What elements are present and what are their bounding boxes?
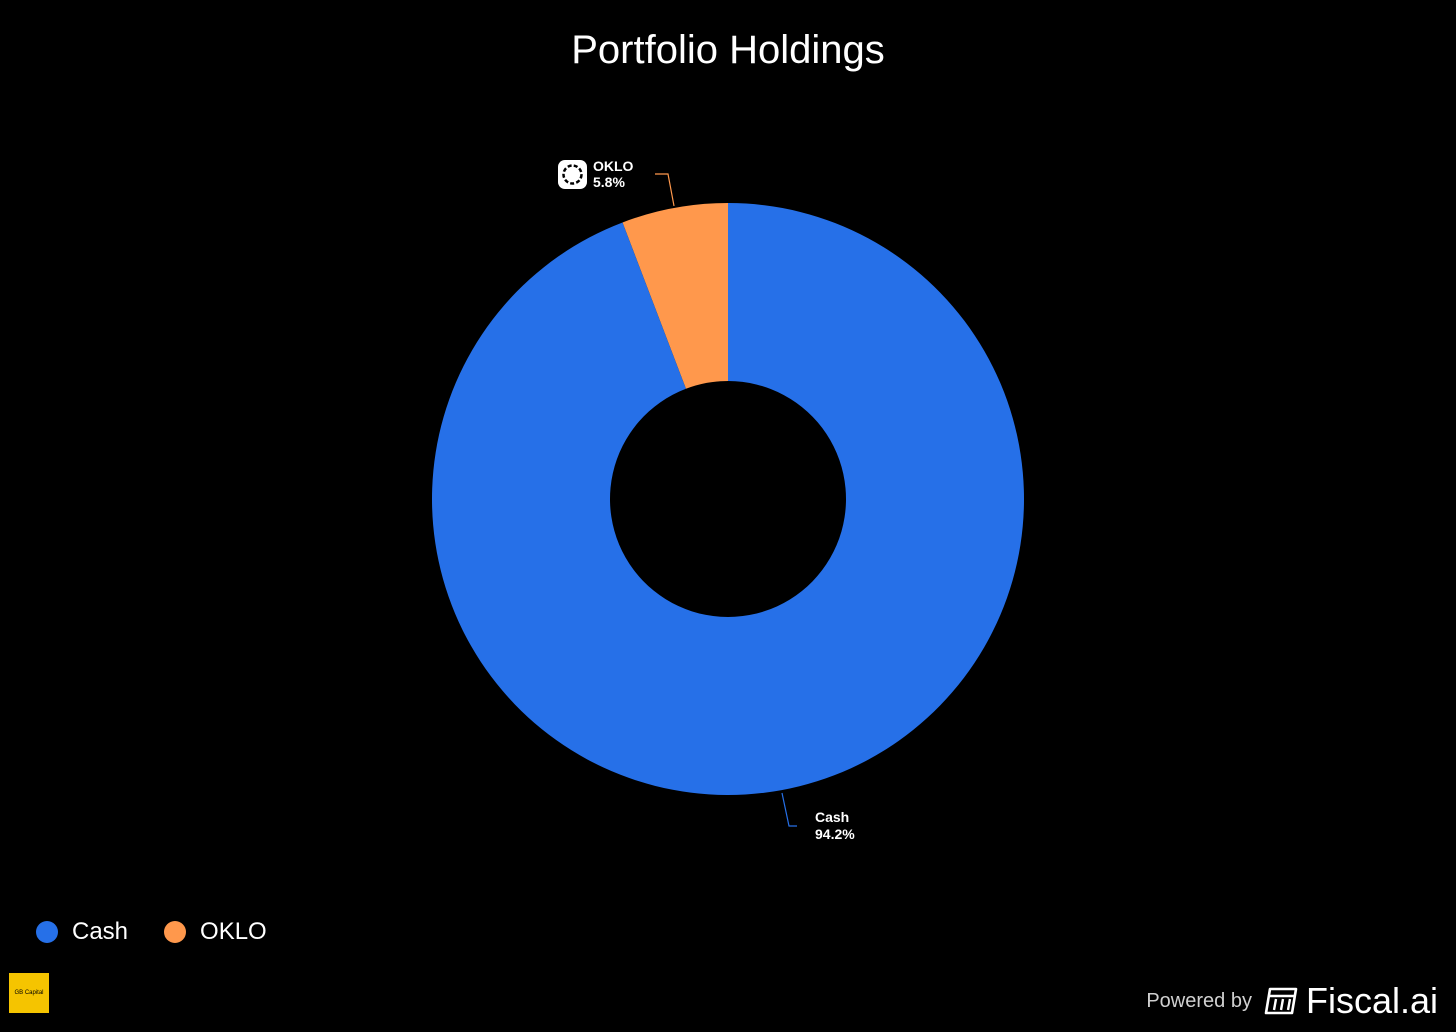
legend-item-cash[interactable]: Cash [36, 918, 128, 946]
legend-swatch-oklo [164, 921, 187, 943]
leader-line-oklo [655, 173, 675, 207]
slice-label-oklo-name: OKLO [593, 158, 634, 174]
slice-label-cash-value: 94.2% [815, 826, 855, 842]
oklo-logo-icon [558, 160, 587, 189]
slice-label-oklo-value: 5.8% [593, 174, 625, 190]
leader-lines [655, 173, 797, 827]
legend-label-oklo: OKLO [200, 918, 267, 945]
slice-oklo[interactable] [622, 203, 728, 389]
powered-by-text: Powered by [1146, 989, 1252, 1012]
legend: Cash OKLO [36, 918, 267, 946]
slices-group [431, 203, 1025, 795]
fiscal-brand: Fiscal.ai [1264, 980, 1438, 1022]
slice-label-cash-name: Cash [815, 809, 849, 825]
slice-label-oklo: OKLO 5.8% [558, 158, 634, 190]
slice-cash[interactable] [431, 203, 1025, 795]
legend-swatch-cash [36, 921, 58, 943]
chart-title: Portfolio Holdings [571, 28, 885, 72]
slice-label-cash: Cash 94.2% [815, 809, 855, 842]
legend-item-oklo[interactable]: OKLO [164, 918, 267, 946]
legend-label-cash: Cash [72, 918, 129, 945]
leader-line-cash [781, 792, 797, 827]
logo-text: GB Capital [14, 990, 44, 996]
fiscal-logo-icon [1264, 987, 1298, 1015]
powered-by: Powered by Fiscal.ai [1146, 980, 1438, 1022]
fiscal-brand-text: Fiscal.ai [1305, 980, 1438, 1021]
gb-capital-logo: GB Capital [9, 973, 49, 1013]
